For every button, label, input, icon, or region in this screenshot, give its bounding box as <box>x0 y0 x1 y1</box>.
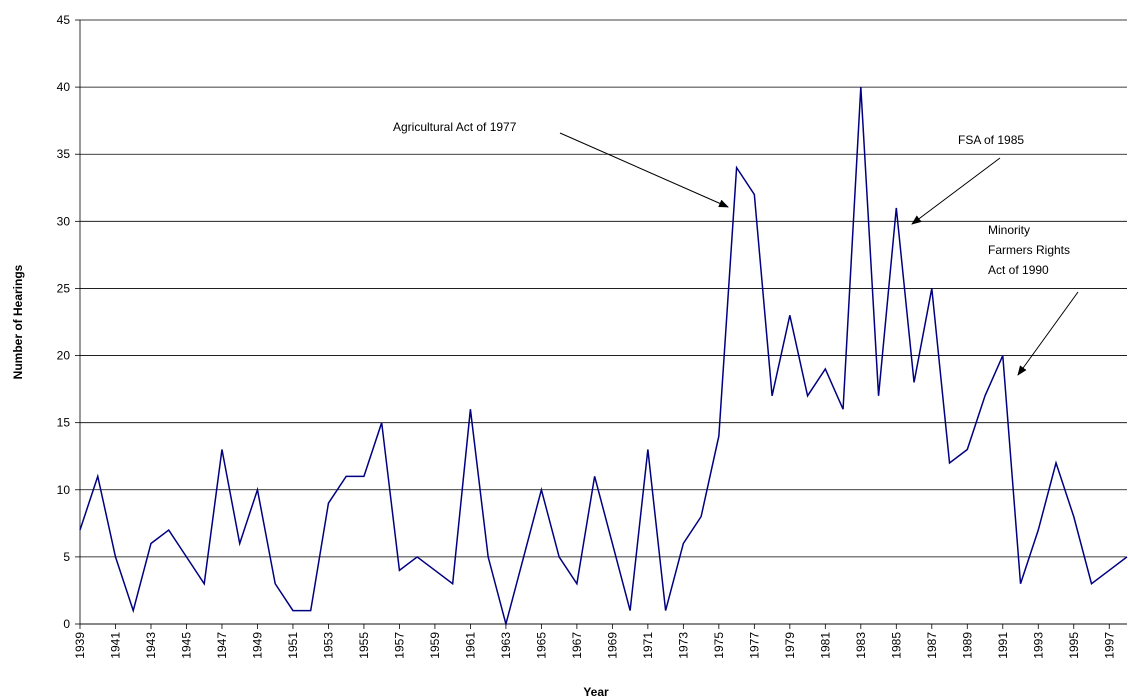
x-tick-label: 1957 <box>392 632 406 659</box>
y-tick-label: 15 <box>57 416 71 430</box>
x-tick-label: 1967 <box>570 632 584 659</box>
x-tick-label: 1955 <box>357 632 371 659</box>
x-tick-label: 1979 <box>783 632 797 659</box>
x-tick-label: 1941 <box>108 632 122 659</box>
data-line <box>79 87 1128 627</box>
x-tick-label: 1945 <box>179 632 193 659</box>
y-tick-label: 25 <box>57 281 71 295</box>
arrow <box>559 132 729 208</box>
x-tick-label: 1951 <box>286 632 300 659</box>
x-tick-label: 1969 <box>605 632 619 659</box>
annotation: Act of 1990 <box>988 263 1049 277</box>
x-tick-label: 1995 <box>1067 632 1081 659</box>
x-tick-label: 1981 <box>818 632 832 659</box>
x-tick-label: 1939 <box>73 632 87 659</box>
x-tick-label: 1983 <box>854 632 868 659</box>
x-axis-label: Year <box>583 685 609 699</box>
arrow <box>1017 291 1079 376</box>
y-tick-label: 20 <box>57 349 71 363</box>
y-tick-label: 30 <box>57 214 71 228</box>
x-tick-label: 1959 <box>428 632 442 659</box>
annotation: Minority <box>988 223 1030 237</box>
x-tick-label: 1991 <box>996 632 1010 659</box>
x-tick-label: 1953 <box>321 632 335 659</box>
annotation: FSA of 1985 <box>958 133 1024 147</box>
y-tick-label: 0 <box>63 617 70 631</box>
y-tick-label: 5 <box>63 550 70 564</box>
annotation: Agricultural Act of 1977 <box>393 120 517 134</box>
x-tick-label: 1993 <box>1031 632 1045 659</box>
arrow <box>911 157 1001 225</box>
x-tick-label: 1997 <box>1102 632 1116 659</box>
x-tick-label: 1977 <box>747 632 761 659</box>
annotation: Farmers Rights <box>988 243 1070 257</box>
x-tick-label: 1989 <box>960 632 974 659</box>
x-tick-label: 1943 <box>144 632 158 659</box>
y-tick-label: 35 <box>57 147 71 161</box>
x-tick-label: 1973 <box>676 632 690 659</box>
x-tick-label: 1963 <box>499 632 513 659</box>
x-tick-label: 1975 <box>712 632 726 659</box>
x-tick-label: 1949 <box>250 632 264 659</box>
y-tick-label: 10 <box>57 483 71 497</box>
x-tick-label: 1987 <box>925 632 939 659</box>
y-axis-label: Number of Hearings <box>11 264 25 379</box>
y-tick-label: 40 <box>57 80 71 94</box>
x-tick-label: 1965 <box>534 632 548 659</box>
x-tick-label: 1961 <box>463 632 477 659</box>
x-tick-label: 1947 <box>215 632 229 659</box>
x-tick-label: 1985 <box>889 632 903 659</box>
x-tick-label: 1971 <box>641 632 655 659</box>
y-tick-label: 45 <box>57 13 71 27</box>
